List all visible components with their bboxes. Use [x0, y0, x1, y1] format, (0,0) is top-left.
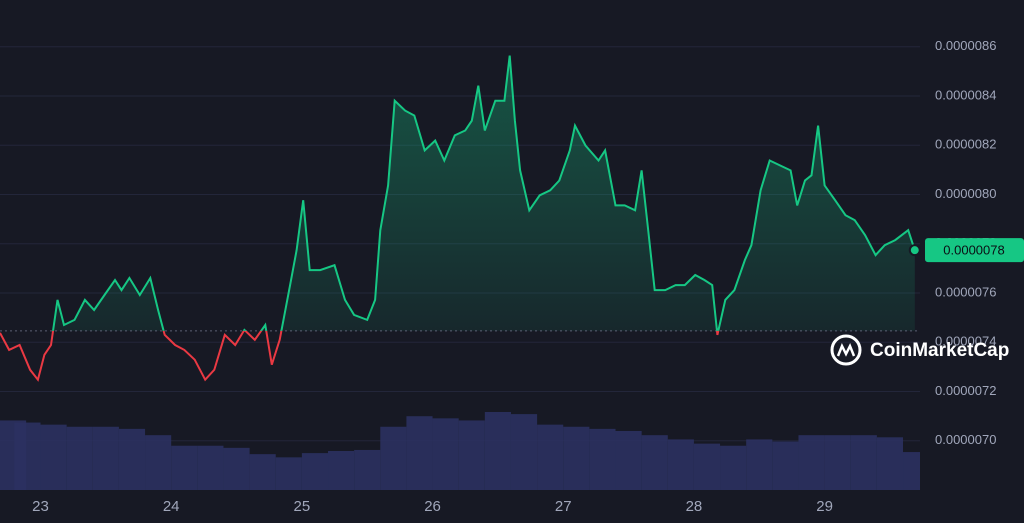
volume-bar [171, 445, 198, 490]
volume-bar [615, 430, 642, 490]
x-tick-label: 23 [32, 498, 49, 515]
volume-bar [14, 422, 41, 490]
y-tick-label: 0.0000082 [935, 137, 996, 152]
volume-bar [406, 416, 433, 490]
price-line-up [52, 55, 916, 331]
watermark-logo [830, 334, 862, 366]
y-tick-label: 0.0000080 [935, 186, 996, 201]
x-tick-label: 27 [555, 498, 572, 515]
y-tick-label: 0.0000076 [935, 284, 996, 299]
volume-bar [589, 428, 616, 490]
volume-bar [563, 426, 590, 490]
volume-bar [432, 418, 459, 490]
volume-bar [850, 435, 877, 490]
volume-bar [223, 447, 250, 490]
volume-bar [380, 426, 407, 490]
volume-bar [301, 453, 329, 490]
y-tick-label: 0.0000074 [935, 334, 996, 349]
volume-bar [667, 439, 694, 490]
volume-bar [903, 452, 920, 490]
volume-bar [197, 445, 224, 490]
volume-bar [641, 435, 668, 490]
y-tick-label: 0.0000084 [935, 87, 996, 102]
x-tick-label: 24 [163, 498, 180, 515]
volume-bar [693, 443, 721, 490]
x-tick-label: 25 [294, 498, 311, 515]
last-value-label: 0.0000078 [943, 243, 1004, 258]
volume-bar [484, 412, 511, 490]
last-point [908, 244, 921, 257]
volume-bar [40, 424, 67, 490]
volume-bar [510, 414, 538, 490]
y-tick-label: 0.0000070 [935, 432, 996, 447]
x-tick-label: 29 [816, 498, 833, 515]
volume-bar [66, 426, 93, 490]
volume-bar [876, 437, 904, 490]
volume-bar [328, 451, 355, 490]
volume-bar [746, 439, 773, 490]
volume-bar [92, 426, 119, 490]
area-fill [53, 55, 915, 331]
volume-bar [458, 420, 485, 490]
watermark: CoinMarketCap [830, 334, 1009, 366]
watermark-text: CoinMarketCap [870, 340, 1009, 361]
y-tick-label: 0.0000086 [935, 38, 996, 53]
volume-bar [772, 441, 799, 490]
volume-bar [537, 424, 564, 490]
watermark-logo-mark [836, 342, 856, 357]
x-tick-label: 26 [424, 498, 441, 515]
x-tick-label: 28 [686, 498, 703, 515]
y-tick-label: 0.0000072 [935, 383, 996, 398]
volume-bar [249, 454, 276, 490]
volume-bar [145, 435, 172, 490]
volume-bar [118, 428, 146, 490]
volume-bar [798, 435, 825, 490]
last-value-badge [925, 238, 1024, 263]
volume-bar [275, 457, 302, 490]
volume-bar [824, 435, 851, 490]
volume-bar [354, 449, 381, 490]
volume-bar [720, 445, 747, 490]
